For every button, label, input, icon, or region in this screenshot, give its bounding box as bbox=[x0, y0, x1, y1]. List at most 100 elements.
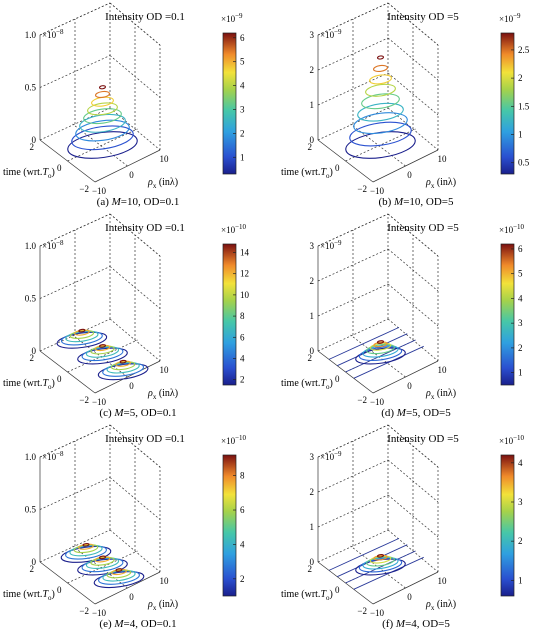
contour-ring bbox=[81, 346, 124, 362]
contour-ring bbox=[94, 344, 111, 352]
y-label-sub: o bbox=[48, 594, 52, 602]
contour-ring bbox=[87, 102, 118, 116]
y-tick-label: 0 bbox=[335, 585, 340, 595]
y-label-text: time (wrt. bbox=[3, 589, 42, 600]
colorbar-exponent-power: −10 bbox=[235, 434, 246, 442]
y-tick-label: 0 bbox=[335, 374, 340, 384]
z-axis-exponent: ×10−8 bbox=[42, 239, 64, 251]
colorbar-tick-label: 5 bbox=[518, 269, 523, 279]
grid-line bbox=[72, 334, 128, 378]
contour-ring bbox=[78, 543, 94, 550]
x-axis-label: ρx (inλ) bbox=[425, 388, 456, 401]
y-label-text: time (wrt. bbox=[3, 167, 42, 178]
z-exponent-base: ×10 bbox=[320, 241, 335, 251]
y-tick-label: 0 bbox=[335, 163, 340, 173]
colorbar-tick-label: 0.5 bbox=[518, 158, 530, 168]
y-label-text: time (wrt. bbox=[281, 589, 320, 600]
z-exponent-base: ×10 bbox=[320, 452, 335, 462]
z-tick-label: 2 bbox=[310, 65, 315, 75]
contour-ring bbox=[77, 347, 128, 365]
x-tick-label: 0 bbox=[407, 381, 412, 391]
grid-line bbox=[345, 128, 416, 162]
y-label-symbol: T bbox=[320, 378, 327, 389]
colorbar-exponent-power: −9 bbox=[513, 12, 521, 20]
colorbar-exponent-base: ×10 bbox=[221, 436, 236, 446]
colorbar-exponent-power: −10 bbox=[513, 223, 524, 231]
y-label-close: ) bbox=[330, 589, 333, 600]
z-tick-label: 0 bbox=[310, 135, 315, 145]
caption-math: M bbox=[113, 407, 124, 419]
x-label-symbol: ρ bbox=[425, 599, 431, 610]
contour-ring bbox=[119, 359, 127, 364]
colorbar-tick-label: 6 bbox=[240, 332, 245, 342]
y-tick-label: −2 bbox=[357, 606, 367, 616]
contour-ring bbox=[369, 74, 392, 85]
colorbar-tick-label: 4 bbox=[518, 293, 523, 303]
contour-ring bbox=[102, 362, 145, 377]
contour-line bbox=[328, 326, 400, 360]
colorbar bbox=[500, 454, 515, 597]
x-label-symbol: ρ bbox=[147, 388, 153, 399]
y-tick-label: −2 bbox=[79, 606, 89, 616]
chart-title: Intensity OD =5 bbox=[387, 433, 459, 445]
grid-line bbox=[317, 494, 389, 528]
z-tick-label: 2 bbox=[310, 276, 315, 286]
contour-ring bbox=[373, 341, 388, 348]
colorbar-tick-label: 10 bbox=[240, 290, 250, 300]
grid-line bbox=[39, 2, 111, 36]
colorbar-exponent-power: −10 bbox=[513, 434, 524, 442]
y-tick-label: 0 bbox=[57, 163, 62, 173]
y-tick-label: −2 bbox=[357, 395, 367, 405]
floor-edge bbox=[39, 529, 111, 563]
y-tick-label: 2 bbox=[30, 142, 35, 152]
x-tick-label: 0 bbox=[407, 170, 412, 180]
colorbar-exponent: ×10−10 bbox=[499, 223, 525, 235]
colorbar-exponent-base: ×10 bbox=[499, 14, 514, 24]
panel-caption: (a) M=10, OD=0.1 bbox=[97, 196, 180, 208]
caption-letter: (b) bbox=[378, 196, 394, 208]
x-label-unit: (inλ) bbox=[434, 388, 456, 399]
contour-ring bbox=[69, 330, 95, 339]
contour-ring bbox=[98, 555, 107, 560]
grid-line bbox=[39, 55, 111, 88]
grid-line bbox=[67, 128, 138, 162]
colorbar-tick-label: 2 bbox=[240, 574, 245, 584]
x-label-sub: x bbox=[153, 604, 157, 612]
contour-ring bbox=[353, 112, 408, 135]
caption-math: M bbox=[111, 196, 122, 208]
y-label-symbol: T bbox=[320, 589, 327, 600]
contour-line bbox=[345, 550, 416, 584]
floor-edge bbox=[317, 529, 389, 563]
contour-ring bbox=[110, 361, 136, 371]
colorbar-tick-label: 4 bbox=[240, 539, 245, 549]
y-tick-label: 2 bbox=[308, 142, 313, 152]
x-label-sub: x bbox=[431, 393, 435, 401]
x-label-sub: x bbox=[153, 393, 157, 401]
grid-line bbox=[317, 37, 389, 71]
grid-line bbox=[387, 72, 439, 116]
colorbar-tick-label: 8 bbox=[240, 471, 245, 481]
panel-caption: (d) M=5, OD=5 bbox=[381, 407, 451, 419]
caption-letter: (e) bbox=[99, 618, 114, 630]
contour-ring bbox=[115, 360, 132, 367]
chart-title: Intensity OD =0.1 bbox=[105, 222, 185, 234]
colorbar bbox=[500, 243, 515, 386]
caption-letter: (c) bbox=[99, 407, 114, 419]
y-label-close: ) bbox=[52, 167, 55, 178]
colorbar-exponent: ×10−9 bbox=[499, 12, 521, 24]
x-tick-label: 0 bbox=[407, 592, 412, 602]
contour-ring bbox=[362, 557, 399, 570]
y-label-symbol: T bbox=[42, 378, 49, 389]
contour-ring bbox=[376, 340, 385, 344]
z-tick-label: 1 bbox=[310, 311, 315, 321]
z-exponent-base: ×10 bbox=[42, 241, 57, 251]
grid-line bbox=[317, 283, 389, 317]
colorbar bbox=[222, 243, 237, 386]
z-tick-label: 0 bbox=[310, 557, 315, 567]
caption-rest: =10, OD=5 bbox=[403, 196, 454, 208]
contour-ring bbox=[60, 545, 112, 563]
colorbar-tick-label: 2 bbox=[240, 128, 245, 138]
x-axis-label: ρx (inλ) bbox=[147, 599, 178, 612]
colorbar-exponent-base: ×10 bbox=[221, 225, 236, 235]
